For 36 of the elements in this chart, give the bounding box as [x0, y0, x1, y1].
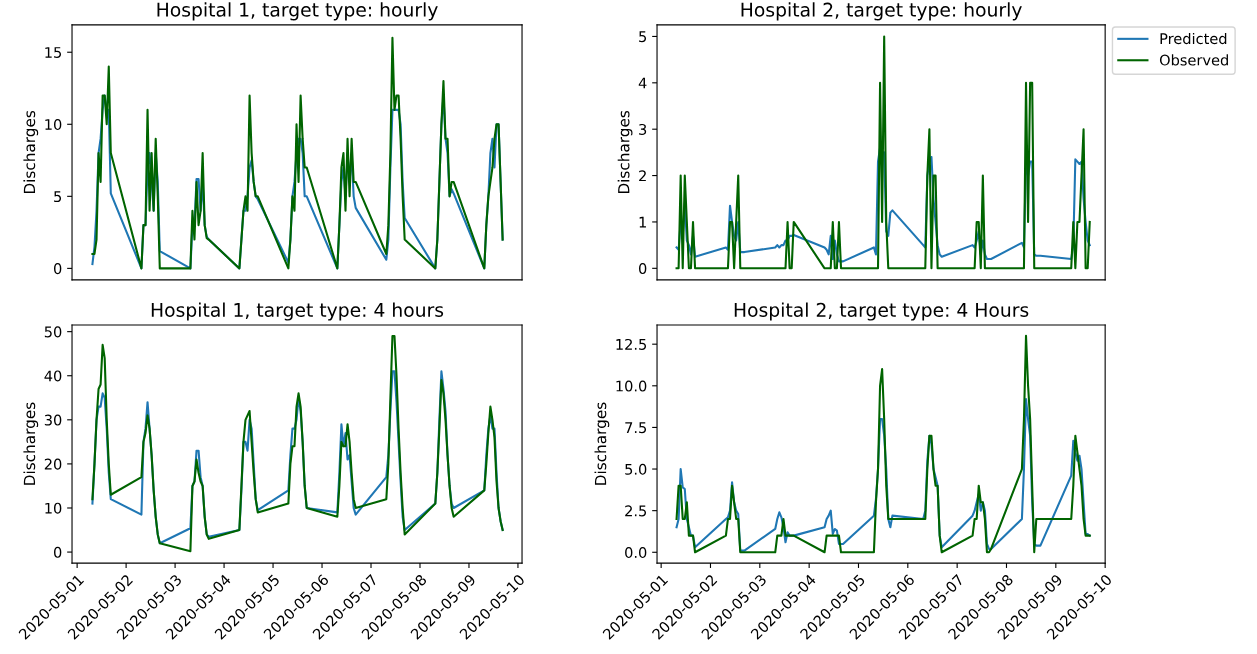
y-tick-label: 4 [638, 77, 647, 89]
chart-title: Hospital 1, target type: hourly [157, 2, 438, 21]
y-tick-label: 10.0 [616, 380, 647, 392]
y-tick-label: 10 [45, 502, 62, 514]
line-series [675, 35, 1091, 270]
y-tick-label: 0 [638, 263, 647, 275]
y-axis-title: Discharges [23, 402, 39, 485]
y-tick-label: 0 [53, 263, 62, 275]
y-tick-label: 2.5 [625, 505, 647, 517]
line-series [91, 36, 504, 270]
y-axis-title: Discharges [594, 402, 610, 485]
line-series [675, 334, 1091, 554]
y-tick-label: 5 [639, 31, 647, 43]
y-axis-title: Discharges [23, 110, 39, 194]
legend-label: Predicted [1160, 32, 1227, 45]
y-tick-label: 12.5 [616, 338, 647, 350]
y-tick-label: 7.5 [625, 422, 647, 434]
y-tick-label: 10 [45, 119, 62, 131]
line-series [91, 335, 504, 553]
y-tick-label: 50 [44, 326, 62, 338]
y-tick-label: 3 [639, 123, 647, 135]
y-tick-label: 5.0 [625, 463, 647, 475]
chart-title: Hospital 2, target type: hourly [741, 2, 1022, 21]
y-tick-label: 40 [44, 370, 62, 382]
y-tick-label: 1 [639, 216, 646, 228]
y-axis-title: Discharges [617, 110, 633, 194]
y-tick-label: 30 [44, 414, 62, 426]
y-tick-label: 0 [53, 546, 62, 558]
chart-title: Hospital 2, target type: 4 Hours [734, 302, 1029, 321]
y-tick-label: 5 [54, 191, 62, 203]
y-tick-label: 0.0 [625, 546, 647, 559]
y-tick-label: 2 [639, 170, 646, 182]
chart-title: Hospital 1, target type: 4 hours [151, 302, 444, 321]
y-tick-label: 20 [44, 458, 62, 470]
y-tick-label: 15 [45, 47, 62, 58]
legend-label: Observed [1159, 54, 1228, 66]
